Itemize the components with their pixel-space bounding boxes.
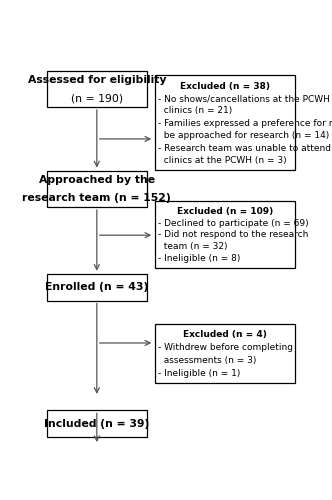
Text: team (n = 32): team (n = 32) — [158, 242, 227, 252]
Text: - Ineligible (n = 8): - Ineligible (n = 8) — [158, 254, 240, 264]
Text: - Did not respond to the research: - Did not respond to the research — [158, 230, 308, 239]
Text: Included (n = 39): Included (n = 39) — [44, 419, 149, 429]
Text: - Withdrew before completing: - Withdrew before completing — [158, 344, 293, 352]
Text: Excluded (n = 4): Excluded (n = 4) — [183, 330, 267, 340]
Text: - Ineligible (n = 1): - Ineligible (n = 1) — [158, 370, 240, 378]
Text: be approached for research (n = 14): be approached for research (n = 14) — [158, 131, 329, 140]
Text: - Research team was unable to attend: - Research team was unable to attend — [158, 144, 331, 152]
Text: - No shows/cancellations at the PCWH: - No shows/cancellations at the PCWH — [158, 94, 330, 103]
Text: Excluded (n = 38): Excluded (n = 38) — [180, 82, 270, 90]
Text: Excluded (n = 109): Excluded (n = 109) — [177, 206, 273, 216]
Text: clinics at the PCWH (n = 3): clinics at the PCWH (n = 3) — [158, 156, 287, 165]
FancyBboxPatch shape — [46, 170, 147, 207]
Text: assessments (n = 3): assessments (n = 3) — [158, 356, 256, 366]
FancyBboxPatch shape — [155, 324, 295, 384]
FancyBboxPatch shape — [46, 410, 147, 438]
Text: - Families expressed a preference for not to: - Families expressed a preference for no… — [158, 119, 332, 128]
Text: clinics (n = 21): clinics (n = 21) — [158, 106, 232, 116]
Text: Enrolled (n = 43): Enrolled (n = 43) — [45, 282, 148, 292]
Text: Approached by the: Approached by the — [39, 175, 155, 185]
FancyBboxPatch shape — [46, 274, 147, 300]
FancyBboxPatch shape — [46, 70, 147, 107]
Text: (n = 190): (n = 190) — [71, 93, 123, 103]
Text: - Declined to participate (n = 69): - Declined to participate (n = 69) — [158, 218, 308, 228]
FancyBboxPatch shape — [155, 76, 295, 170]
FancyBboxPatch shape — [155, 200, 295, 268]
Text: Assessed for eligibility: Assessed for eligibility — [28, 74, 166, 85]
Text: research team (n = 152): research team (n = 152) — [23, 193, 171, 203]
